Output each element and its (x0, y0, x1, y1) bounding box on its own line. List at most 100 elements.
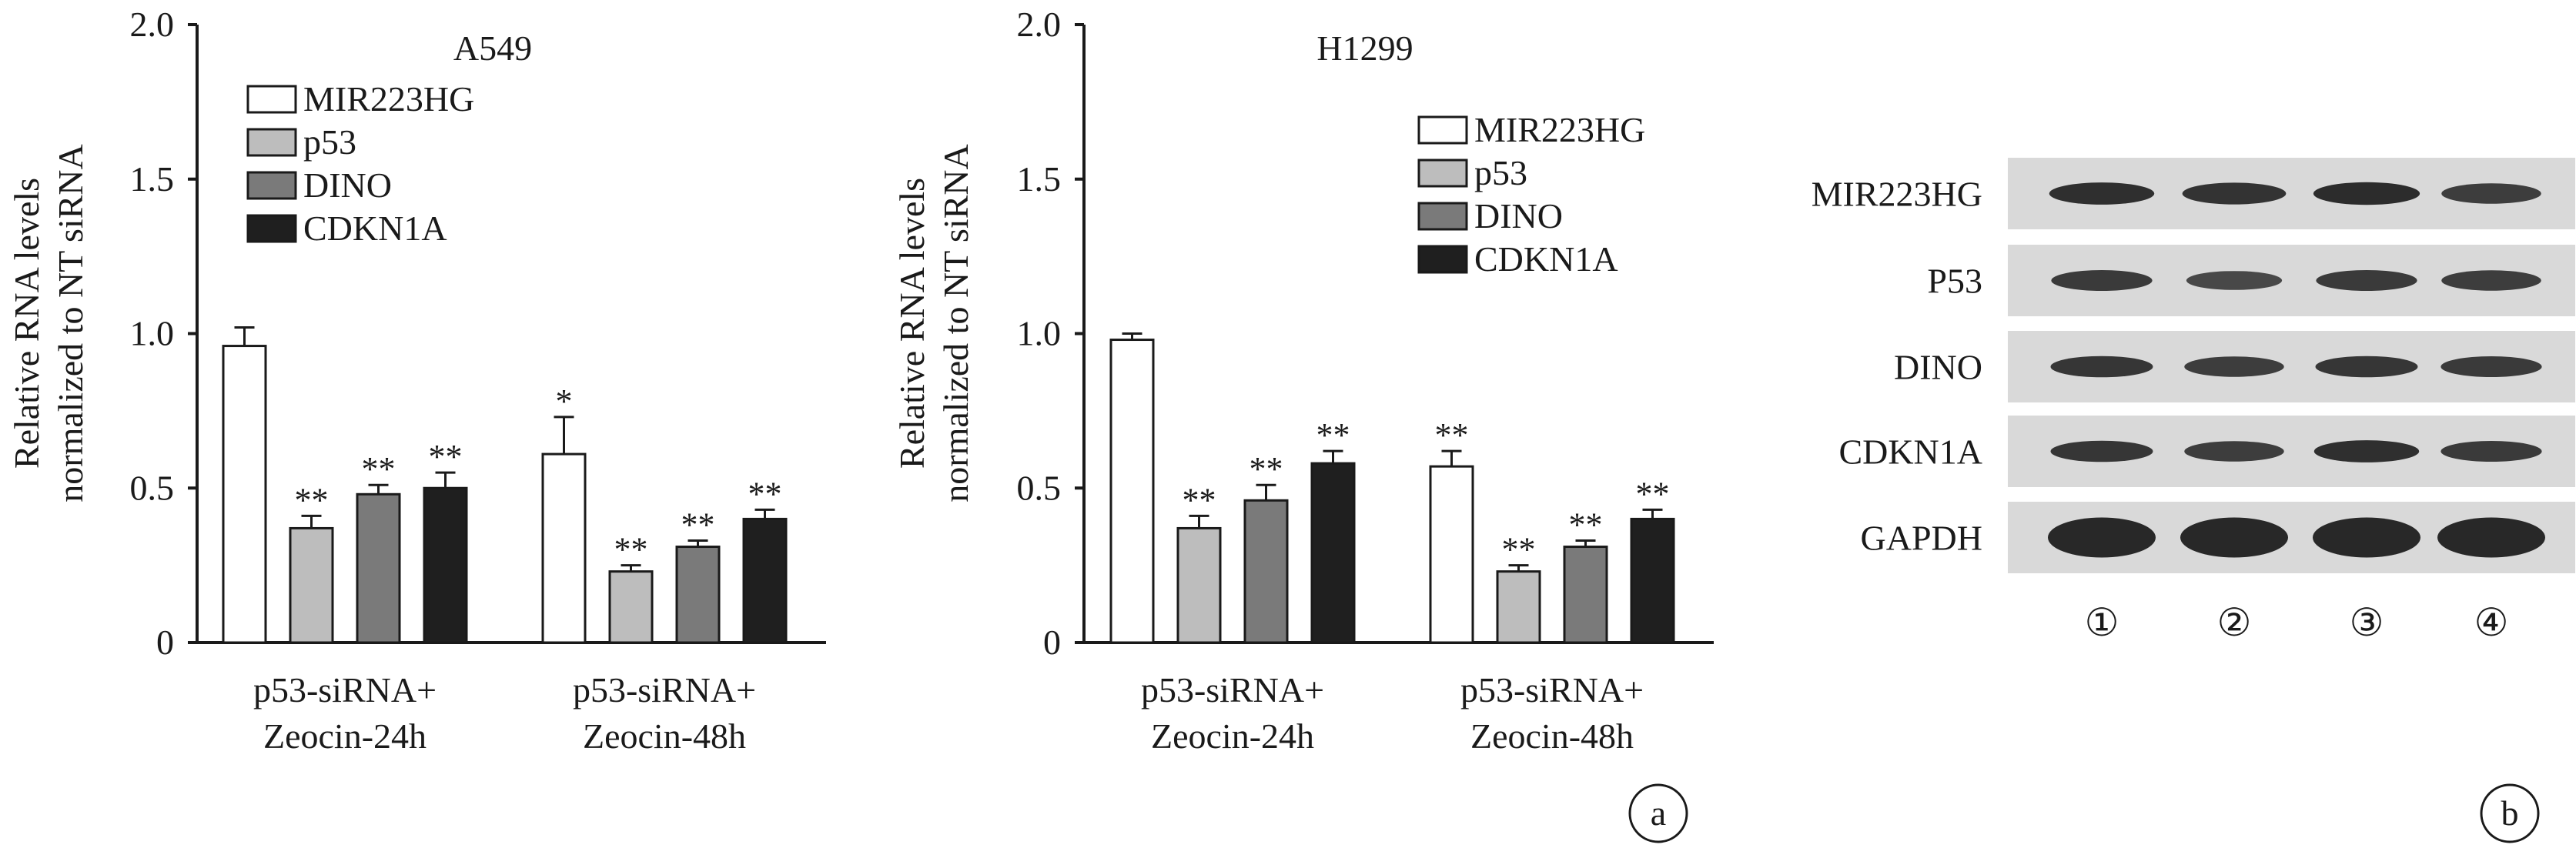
y-axis-title: Relative RNA levels normalized to NT siR… (7, 144, 90, 502)
western-blot: MIR223HG P53 DINO CDKN1A GAPDH ① ② ③ ④ (1812, 158, 2575, 644)
significance-marker: ** (1250, 450, 1283, 488)
significance-marker: ** (748, 475, 782, 512)
significance-marker: ** (614, 531, 648, 569)
blot-band (2180, 517, 2288, 558)
bar-mir223hg (1109, 339, 1155, 644)
x-category-label-line2: Zeocin-24h (263, 716, 427, 756)
panel-label-b-circle (2480, 783, 2540, 843)
chart-h1299: Relative RNA levels normalized to NT siR… (892, 5, 1714, 756)
significance-marker: ** (1435, 416, 1469, 454)
lane-label: ④ (2474, 601, 2509, 644)
bar-dino (1563, 546, 1608, 644)
legend-swatch (1417, 245, 1468, 274)
y-tick-label: 0.5 (1017, 468, 1062, 507)
blot-band (2316, 270, 2417, 291)
legend-label: CDKN1A (303, 209, 447, 248)
legend-swatch (1417, 202, 1468, 231)
bar-p53 (608, 570, 654, 644)
y-axis-title-line1: Relative RNA levels (7, 178, 46, 469)
lane-label: ① (2085, 601, 2119, 644)
bar-dino (675, 546, 721, 644)
bar-cdkn1a (1630, 517, 1675, 644)
blot-band (2441, 270, 2541, 291)
significance-marker: * (556, 382, 573, 420)
x-category-label-line2: Zeocin-24h (1151, 716, 1314, 756)
lane-label: ③ (2350, 601, 2384, 644)
legend-label: DINO (1474, 196, 1563, 235)
blot-band (2441, 183, 2541, 204)
y-tick-label: 1.5 (130, 159, 175, 199)
blot-band (2184, 441, 2284, 462)
significance-marker: ** (681, 506, 715, 544)
blot-band (2184, 356, 2284, 377)
legend-swatch (246, 128, 297, 157)
significance-marker: ** (1569, 506, 1603, 544)
bar-mir223hg (1429, 465, 1474, 644)
panel-label-b: b (2480, 783, 2540, 843)
bar-cdkn1a (1310, 462, 1356, 644)
bar-cdkn1a (742, 517, 788, 644)
chart-a549: Relative RNA levels normalized to NT siR… (7, 5, 826, 756)
x-category-label-line1: p53-siRNA+ (1460, 670, 1644, 709)
significance-marker: ** (429, 438, 463, 476)
y-axis-title-line1: Relative RNA levels (892, 178, 932, 469)
y-axis-title-line2: normalized to NT siRNA (936, 144, 975, 502)
blot-band (2437, 517, 2545, 558)
legend-label: DINO (303, 165, 392, 205)
panel-label-a-text: a (1651, 793, 1666, 833)
blot-band (2186, 271, 2283, 290)
chart-title: A549 (453, 28, 532, 68)
blot-band (2048, 517, 2156, 558)
bar-dino (356, 492, 401, 644)
y-tick-label: 0 (1043, 623, 1061, 662)
bar-dino (1243, 499, 1289, 644)
panel-label-a: a (1628, 783, 1688, 843)
blot-band (2182, 182, 2287, 205)
legend-swatch (1417, 115, 1468, 145)
blot-band (2050, 440, 2153, 462)
chart-title: H1299 (1316, 28, 1413, 68)
legend-swatch (246, 85, 297, 114)
blot-row-label-p53: P53 (1927, 262, 1982, 301)
blot-row-label-cdkn1a: CDKN1A (1838, 432, 1982, 472)
blot-band (2049, 182, 2155, 205)
legend-label: CDKN1A (1474, 239, 1618, 279)
blot-band (2441, 441, 2542, 462)
bar-cdkn1a (423, 486, 468, 644)
bar-p53 (1496, 570, 1541, 644)
significance-marker: ** (1316, 416, 1350, 454)
x-category-label-line1: p53-siRNA+ (1141, 670, 1324, 709)
panel-label-b-text: b (2501, 793, 2519, 833)
y-tick-label: 1.5 (1017, 159, 1062, 199)
y-tick-label: 0 (156, 623, 174, 662)
bar-p53 (289, 526, 334, 644)
blot-row-label-dino: DINO (1894, 348, 1982, 387)
bar-mir223hg (222, 345, 267, 644)
blot-row-label-mir223hg: MIR223HG (1812, 175, 1982, 214)
x-category-label-line1: p53-siRNA+ (253, 670, 437, 709)
lane-label: ② (2217, 601, 2252, 644)
y-axis-title-line2: normalized to NT siRNA (51, 144, 90, 502)
legend-swatch (1417, 159, 1468, 188)
legend-label: p53 (1474, 153, 1527, 192)
significance-marker: ** (1183, 481, 1216, 519)
bar-mir223hg (541, 452, 587, 644)
x-category-label-line1: p53-siRNA+ (573, 670, 756, 709)
y-tick-label: 1.0 (1017, 314, 1062, 353)
legend-swatch (246, 171, 297, 200)
y-tick-label: 2.0 (130, 5, 175, 44)
blot-row-label-gapdh: GAPDH (1861, 519, 1982, 558)
y-axis-title: Relative RNA levels normalized to NT siR… (892, 144, 975, 502)
legend-label: MIR223HG (303, 79, 474, 119)
blot-band (2313, 182, 2420, 205)
blot-band (2441, 356, 2542, 377)
bar-p53 (1176, 526, 1222, 644)
y-tick-label: 2.0 (1017, 5, 1062, 44)
blot-band (2313, 440, 2420, 462)
y-tick-label: 1.0 (130, 314, 175, 353)
blot-band (2050, 356, 2153, 378)
x-category-label-line2: Zeocin-48h (583, 716, 746, 756)
panel-label-a-circle (1628, 783, 1688, 843)
